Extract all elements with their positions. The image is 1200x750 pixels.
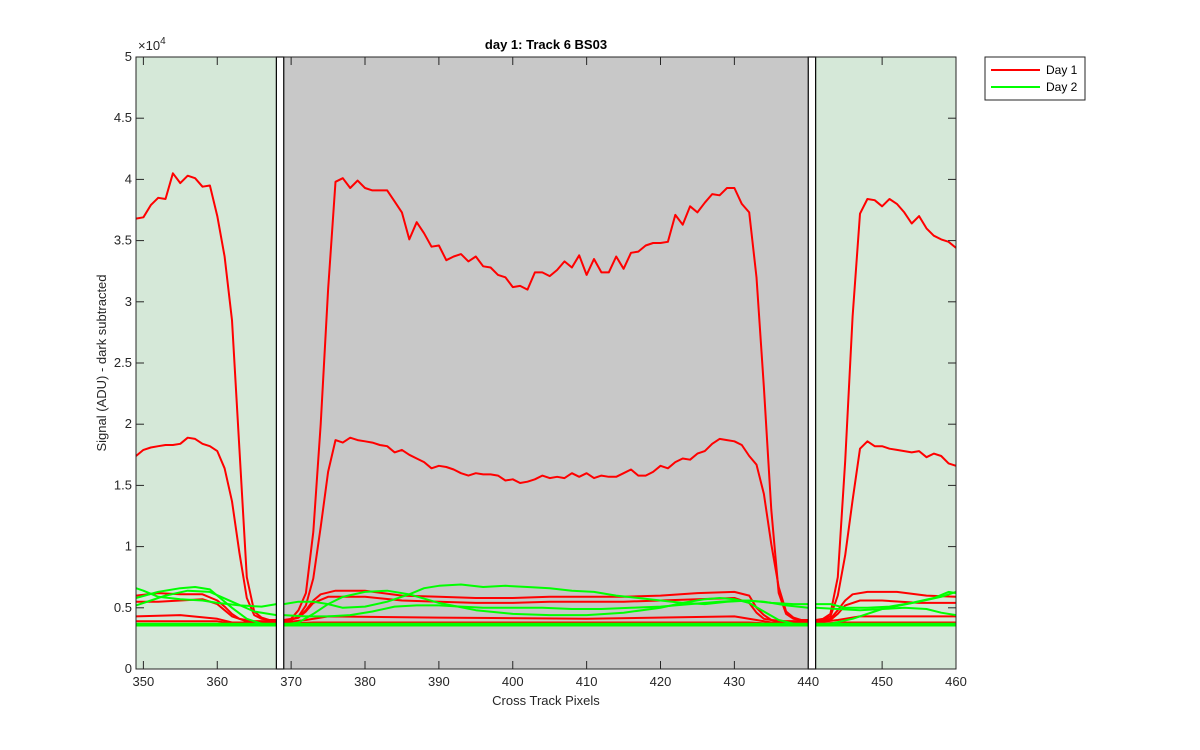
series-lines <box>135 172 957 627</box>
y-tick-label: 1 <box>125 539 132 554</box>
y-tick-label: 2.5 <box>114 355 132 370</box>
x-tick-label: 410 <box>576 674 598 689</box>
shaded-regions <box>136 57 956 669</box>
boundary-box-1 <box>275 56 285 670</box>
y-tick-label: 3 <box>125 294 132 309</box>
x-tick-label: 350 <box>133 674 155 689</box>
boundary-box-2 <box>807 56 817 670</box>
series-line-5 <box>135 614 956 624</box>
x-tick-label: 450 <box>871 674 893 689</box>
legend-label-2: Day 2 <box>1046 80 1078 94</box>
x-tick-label: 400 <box>502 674 524 689</box>
x-tick-label: 420 <box>650 674 672 689</box>
x-tick-label: 370 <box>280 674 302 689</box>
series-line-9 <box>135 589 957 618</box>
y-axis-ticks: 0 0.5 1 1.5 2 2.5 3 3.5 4 4.5 5 <box>114 49 956 676</box>
y-tick-label: 2 <box>125 416 132 431</box>
x-axis-title: Cross Track Pixels <box>492 693 600 708</box>
y-tick-label: 0 <box>125 661 132 676</box>
x-tick-label: 430 <box>724 674 746 689</box>
legend: Day 1 Day 2 <box>984 56 1086 101</box>
legend-box <box>984 56 1086 101</box>
shaded-region-3 <box>815 57 956 669</box>
x-tick-label: 440 <box>797 674 819 689</box>
y-axis-title: Signal (ADU) - dark subtracted <box>94 274 109 451</box>
y-axis-exponent: ×104 <box>138 36 166 53</box>
y-tick-label: 4.5 <box>114 110 132 125</box>
y-tick-label: 5 <box>125 49 132 64</box>
legend-label-1: Day 1 <box>1046 63 1078 77</box>
shaded-region-2 <box>283 57 809 669</box>
x-axis-ticks: 350 360 370 380 390 400 410 420 430 440 450 460 <box>133 57 967 689</box>
shaded-region-1 <box>136 57 277 669</box>
y-tick-label: 0.5 <box>114 600 132 615</box>
x-tick-label: 390 <box>428 674 450 689</box>
y-tick-label: 3.5 <box>114 233 132 248</box>
x-tick-label: 380 <box>354 674 376 689</box>
x-tick-label: 460 <box>945 674 967 689</box>
x-tick-label: 360 <box>206 674 228 689</box>
y-tick-label: 4 <box>125 171 132 186</box>
chart-title: day 1: Track 6 BS03 <box>485 37 607 52</box>
series-line-7 <box>135 583 957 609</box>
y-tick-label: 1.5 <box>114 477 132 492</box>
